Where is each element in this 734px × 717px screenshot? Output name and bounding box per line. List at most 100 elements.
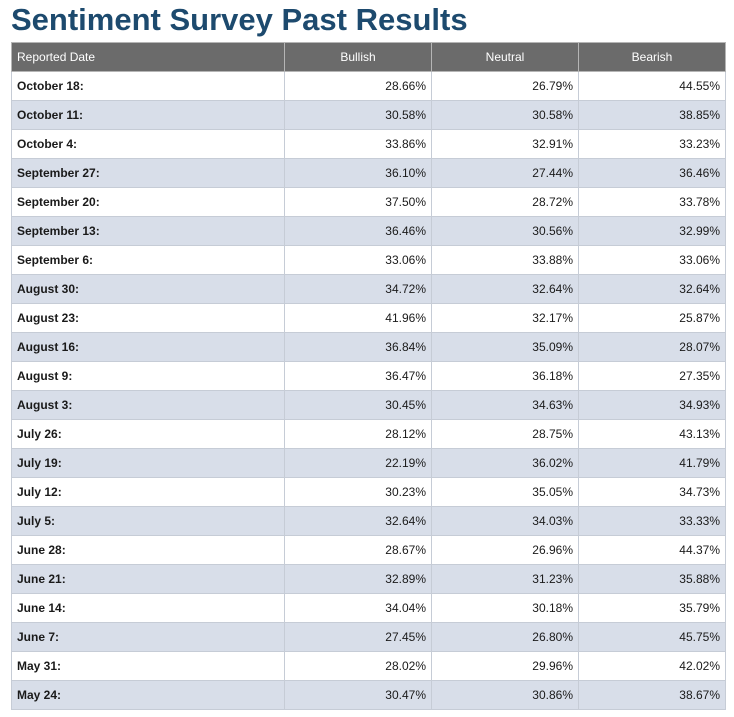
table-row: October 18: 28.66% 26.79% 44.55% [11,71,726,101]
table-body: October 18: 28.66% 26.79% 44.55% October 11:… [11,71,726,710]
reported-date-cell: September 13: [11,216,285,246]
neutral-percent-cell: 32.17% [431,303,579,333]
table-row: June 7: 27.45% 26.80% 45.75% [11,622,726,652]
neutral-percent-cell: 26.80% [431,622,579,652]
bearish-percent-cell: 25.87% [578,303,726,333]
neutral-percent-cell: 34.03% [431,506,579,536]
table-row: September 20: 37.50% 28.72% 33.78% [11,187,726,217]
bullish-percent-cell: 33.06% [284,245,432,275]
bullish-percent-cell: 30.58% [284,100,432,130]
neutral-percent-cell: 27.44% [431,158,579,188]
neutral-percent-cell: 30.58% [431,100,579,130]
reported-date-cell: August 16: [11,332,285,362]
bearish-percent-cell: 33.23% [578,129,726,159]
reported-date-cell: August 23: [11,303,285,333]
table-row: August 3: 30.45% 34.63% 34.93% [11,390,726,420]
results-table-container: Reported Date Bullish Neutral Bearish Oc… [11,42,726,710]
reported-date-cell: July 12: [11,477,285,507]
reported-date-cell: July 5: [11,506,285,536]
reported-date-cell: August 3: [11,390,285,420]
bearish-percent-cell: 43.13% [578,419,726,449]
bearish-percent-cell: 36.46% [578,158,726,188]
bullish-percent-cell: 37.50% [284,187,432,217]
column-header-reported-date: Reported Date [11,42,285,72]
table-row: June 14: 34.04% 30.18% 35.79% [11,593,726,623]
bullish-percent-cell: 36.47% [284,361,432,391]
bullish-percent-cell: 30.45% [284,390,432,420]
neutral-percent-cell: 30.56% [431,216,579,246]
reported-date-cell: September 20: [11,187,285,217]
reported-date-cell: September 27: [11,158,285,188]
table-row: September 6: 33.06% 33.88% 33.06% [11,245,726,275]
bullish-percent-cell: 28.67% [284,535,432,565]
bullish-percent-cell: 30.47% [284,680,432,710]
bullish-percent-cell: 34.72% [284,274,432,304]
table-row: August 23: 41.96% 32.17% 25.87% [11,303,726,333]
table-row: October 11: 30.58% 30.58% 38.85% [11,100,726,130]
bullish-percent-cell: 32.89% [284,564,432,594]
bearish-percent-cell: 41.79% [578,448,726,478]
bearish-percent-cell: 28.07% [578,332,726,362]
bullish-percent-cell: 36.10% [284,158,432,188]
table-row: August 16: 36.84% 35.09% 28.07% [11,332,726,362]
neutral-percent-cell: 28.75% [431,419,579,449]
neutral-percent-cell: 26.96% [431,535,579,565]
neutral-percent-cell: 26.79% [431,71,579,101]
table-row: August 30: 34.72% 32.64% 32.64% [11,274,726,304]
bearish-percent-cell: 34.73% [578,477,726,507]
neutral-percent-cell: 31.23% [431,564,579,594]
bearish-percent-cell: 38.85% [578,100,726,130]
bullish-percent-cell: 33.86% [284,129,432,159]
sentiment-results-table: Reported Date Bullish Neutral Bearish Oc… [11,42,726,710]
bullish-percent-cell: 36.84% [284,332,432,362]
bullish-percent-cell: 36.46% [284,216,432,246]
reported-date-cell: July 26: [11,419,285,449]
bullish-percent-cell: 22.19% [284,448,432,478]
bearish-percent-cell: 45.75% [578,622,726,652]
bearish-percent-cell: 38.67% [578,680,726,710]
reported-date-cell: June 28: [11,535,285,565]
bullish-percent-cell: 28.02% [284,651,432,681]
bearish-percent-cell: 35.79% [578,593,726,623]
reported-date-cell: May 31: [11,651,285,681]
reported-date-cell: June 7: [11,622,285,652]
bearish-percent-cell: 33.78% [578,187,726,217]
table-row: May 31: 28.02% 29.96% 42.02% [11,651,726,681]
neutral-percent-cell: 30.86% [431,680,579,710]
neutral-percent-cell: 33.88% [431,245,579,275]
reported-date-cell: May 24: [11,680,285,710]
table-row: August 9: 36.47% 36.18% 27.35% [11,361,726,391]
table-row: June 21: 32.89% 31.23% 35.88% [11,564,726,594]
bullish-percent-cell: 32.64% [284,506,432,536]
bullish-percent-cell: 34.04% [284,593,432,623]
neutral-percent-cell: 32.64% [431,274,579,304]
header-row: Reported Date Bullish Neutral Bearish [11,42,726,72]
bearish-percent-cell: 32.99% [578,216,726,246]
bullish-percent-cell: 41.96% [284,303,432,333]
neutral-percent-cell: 36.18% [431,361,579,391]
table-row: July 26: 28.12% 28.75% 43.13% [11,419,726,449]
table-row: July 19: 22.19% 36.02% 41.79% [11,448,726,478]
table-row: October 4: 33.86% 32.91% 33.23% [11,129,726,159]
neutral-percent-cell: 28.72% [431,187,579,217]
neutral-percent-cell: 30.18% [431,593,579,623]
reported-date-cell: June 14: [11,593,285,623]
column-header-neutral: Neutral [431,42,579,72]
neutral-percent-cell: 36.02% [431,448,579,478]
reported-date-cell: October 11: [11,100,285,130]
bearish-percent-cell: 44.37% [578,535,726,565]
table-row: May 24: 30.47% 30.86% 38.67% [11,680,726,710]
neutral-percent-cell: 34.63% [431,390,579,420]
bearish-percent-cell: 44.55% [578,71,726,101]
neutral-percent-cell: 32.91% [431,129,579,159]
reported-date-cell: October 18: [11,71,285,101]
table-row: September 13: 36.46% 30.56% 32.99% [11,216,726,246]
reported-date-cell: June 21: [11,564,285,594]
bearish-percent-cell: 27.35% [578,361,726,391]
table-row: September 27: 36.10% 27.44% 36.46% [11,158,726,188]
bearish-percent-cell: 33.33% [578,506,726,536]
table-header: Reported Date Bullish Neutral Bearish [11,42,726,72]
neutral-percent-cell: 35.09% [431,332,579,362]
page-title: Sentiment Survey Past Results [11,2,468,37]
reported-date-cell: July 19: [11,448,285,478]
